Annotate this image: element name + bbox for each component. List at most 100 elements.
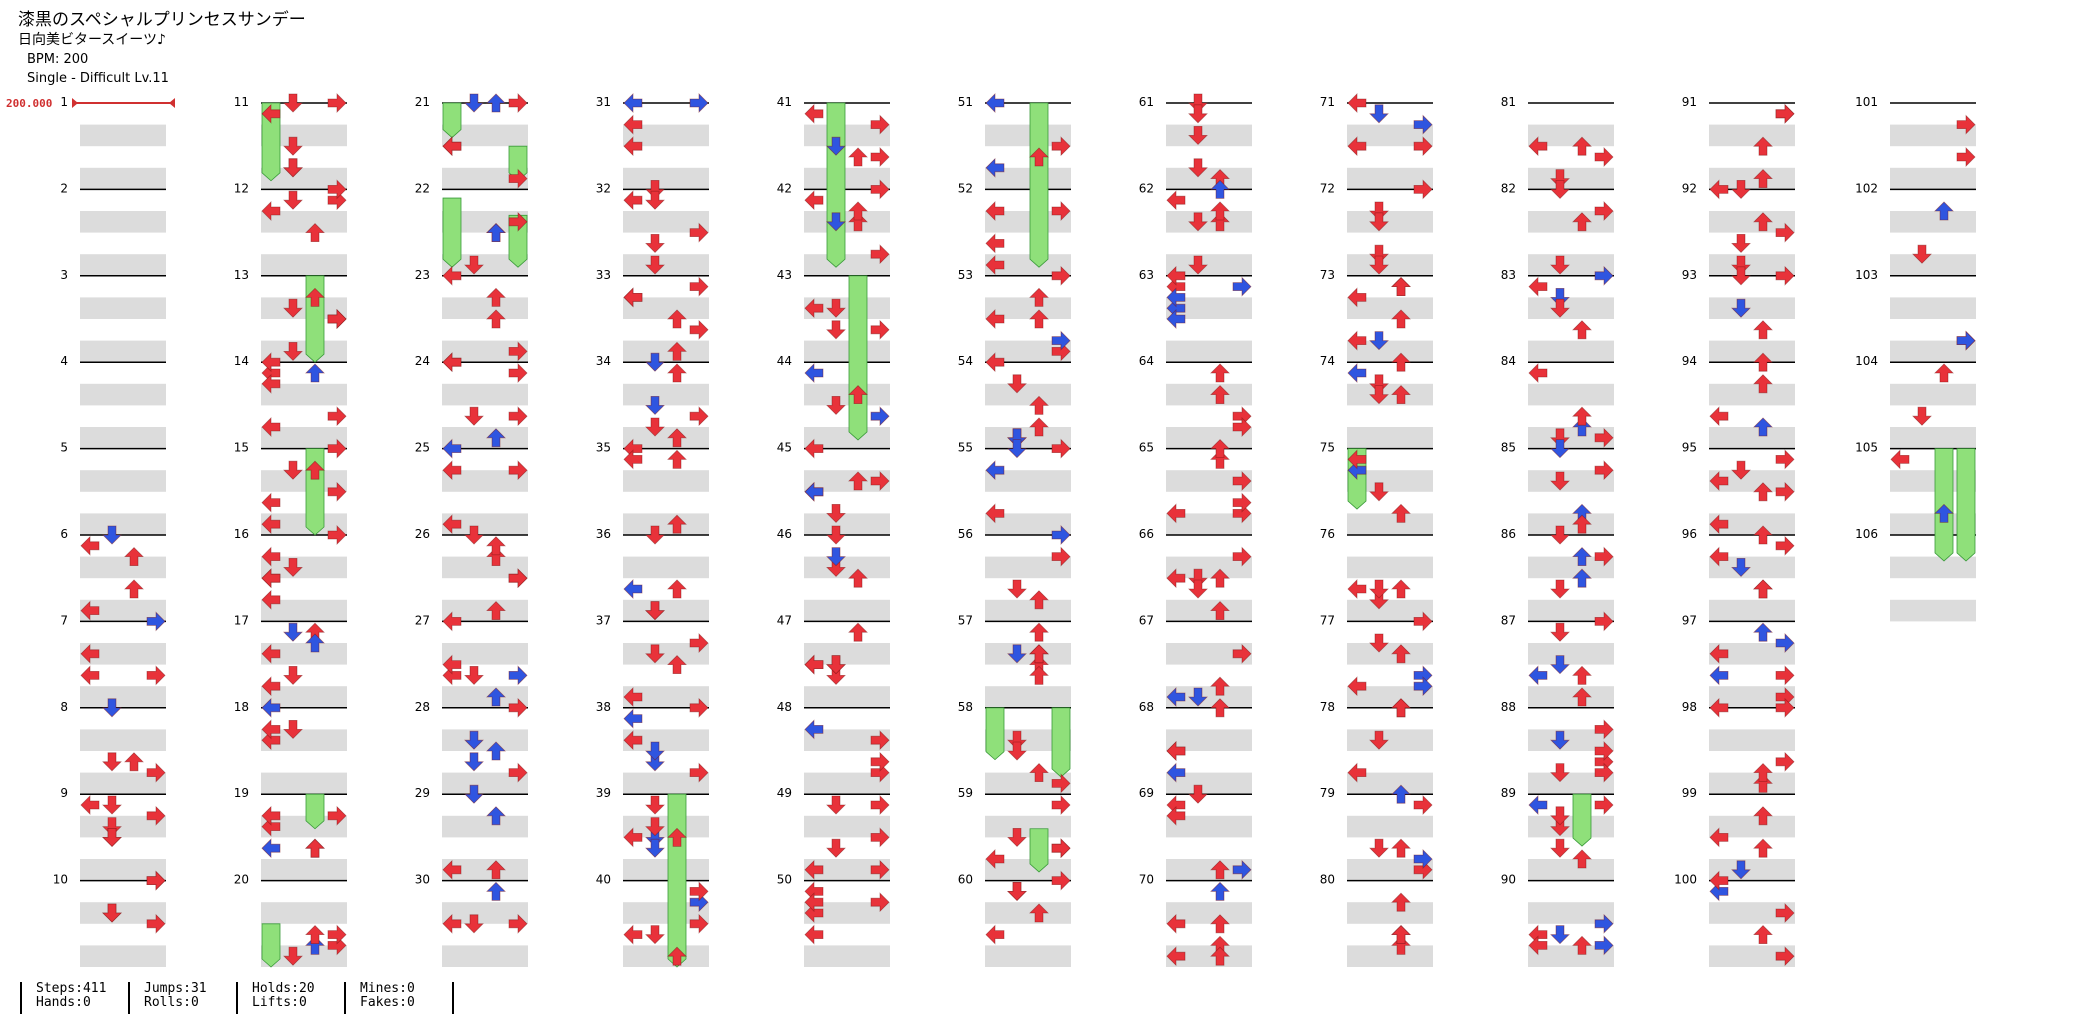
- down-arrow-icon: [1731, 860, 1751, 880]
- hold-note: [985, 707, 1005, 761]
- up-arrow-icon: [1029, 622, 1049, 642]
- down-arrow-icon: [464, 406, 484, 426]
- measure-1: 1: [60, 95, 166, 190]
- down-arrow-icon: [645, 395, 665, 415]
- left-arrow-icon: [1528, 665, 1548, 686]
- down-arrow-icon: [1550, 622, 1570, 642]
- right-arrow-icon: [1232, 276, 1252, 297]
- measure-number-77: 77: [1320, 613, 1335, 627]
- measure-4: 4: [60, 354, 166, 449]
- up-arrow-icon: [1753, 212, 1773, 232]
- left-arrow-icon: [804, 190, 824, 211]
- down-arrow-icon: [645, 838, 665, 858]
- measure-12: 12: [234, 181, 347, 276]
- right-arrow-icon: [327, 481, 347, 502]
- measure-number-38: 38: [596, 700, 611, 714]
- right-arrow-icon: [1051, 330, 1071, 351]
- down-arrow-icon: [1369, 482, 1389, 502]
- down-arrow-icon: [645, 417, 665, 437]
- measure-26: 26: [415, 527, 528, 622]
- measure-number-17: 17: [234, 613, 249, 627]
- measure-43: 43: [777, 268, 890, 363]
- up-arrow-icon: [1753, 806, 1773, 826]
- measure-41: 41: [777, 95, 890, 190]
- up-arrow-icon: [305, 925, 325, 944]
- measure-39: 39: [596, 786, 709, 881]
- measure-number-60: 60: [958, 873, 973, 887]
- up-arrow-icon: [1753, 763, 1773, 782]
- left-arrow-icon: [80, 600, 100, 621]
- up-arrow-icon: [848, 147, 868, 167]
- stat-fakes: Fakes:0: [360, 995, 415, 1010]
- down-arrow-icon: [1369, 104, 1389, 124]
- right-arrow-icon: [146, 762, 166, 783]
- left-arrow-icon: [1709, 514, 1729, 535]
- down-arrow-icon: [645, 255, 665, 275]
- measure-66: 66: [1139, 527, 1252, 622]
- left-arrow-icon: [623, 827, 643, 848]
- down-arrow-icon: [1550, 439, 1570, 459]
- left-arrow-icon: [804, 892, 824, 913]
- measure-number-45: 45: [777, 441, 792, 455]
- up-arrow-icon: [1753, 838, 1773, 858]
- measure-100: 100: [1674, 873, 1795, 967]
- right-arrow-icon: [1594, 741, 1614, 761]
- measure-48: 48: [777, 700, 890, 795]
- measure-11: 11: [234, 95, 347, 190]
- down-arrow-icon: [1550, 579, 1570, 599]
- up-arrow-icon: [1210, 860, 1230, 880]
- right-arrow-icon: [1232, 417, 1252, 437]
- measure-number-92: 92: [1682, 181, 1697, 195]
- up-arrow-icon: [486, 309, 506, 329]
- up-arrow-icon: [1391, 925, 1411, 944]
- down-arrow-icon: [102, 817, 122, 837]
- measure-number-103: 103: [1855, 268, 1878, 282]
- up-arrow-icon: [124, 752, 144, 772]
- right-arrow-icon: [508, 665, 528, 686]
- measure-number-57: 57: [958, 613, 973, 627]
- measure-9: 9: [60, 786, 166, 881]
- measure-number-95: 95: [1682, 441, 1697, 455]
- measure-69: 69: [1139, 786, 1252, 881]
- left-arrow-icon: [1528, 363, 1548, 383]
- measure-number-27: 27: [415, 613, 430, 627]
- right-arrow-icon: [327, 924, 347, 945]
- measure-79: 79: [1320, 786, 1433, 881]
- measure-45: 45: [777, 441, 890, 535]
- left-arrow-icon: [1347, 93, 1367, 113]
- up-arrow-icon: [1029, 644, 1049, 664]
- down-arrow-icon: [1369, 201, 1389, 221]
- up-arrow-icon: [1210, 201, 1230, 221]
- right-arrow-icon: [508, 460, 528, 481]
- up-arrow-icon: [848, 212, 868, 232]
- measure-number-7: 7: [60, 613, 68, 627]
- measure-number-59: 59: [958, 786, 973, 800]
- measure-number-21: 21: [415, 95, 430, 109]
- measure-number-18: 18: [234, 700, 249, 714]
- measure-number-86: 86: [1501, 527, 1516, 541]
- down-arrow-icon: [1550, 838, 1570, 858]
- down-arrow-icon: [1550, 525, 1570, 545]
- right-arrow-icon: [1051, 870, 1071, 891]
- up-arrow-icon: [1210, 439, 1230, 459]
- down-arrow-icon: [826, 395, 846, 415]
- right-arrow-icon: [508, 363, 528, 383]
- left-arrow-icon: [1709, 827, 1729, 848]
- down-arrow-icon: [1188, 125, 1208, 145]
- right-arrow-icon: [870, 179, 890, 200]
- up-arrow-icon: [848, 568, 868, 588]
- measure-number-12: 12: [234, 181, 249, 195]
- left-arrow-icon: [804, 924, 824, 945]
- left-arrow-icon: [804, 363, 824, 383]
- measure-33: 33: [596, 268, 709, 363]
- measure-number-106: 106: [1855, 527, 1878, 541]
- measure-20: 20: [234, 873, 347, 967]
- up-arrow-icon: [1029, 665, 1049, 685]
- up-arrow-icon: [1934, 363, 1954, 383]
- measure-number-88: 88: [1501, 700, 1516, 714]
- up-arrow-icon: [305, 223, 325, 243]
- left-arrow-icon: [442, 859, 462, 880]
- up-arrow-icon: [1572, 665, 1592, 685]
- stat-jumps-rolls: Jumps:31 Rolls:0: [128, 982, 236, 1014]
- left-arrow-icon: [261, 589, 281, 610]
